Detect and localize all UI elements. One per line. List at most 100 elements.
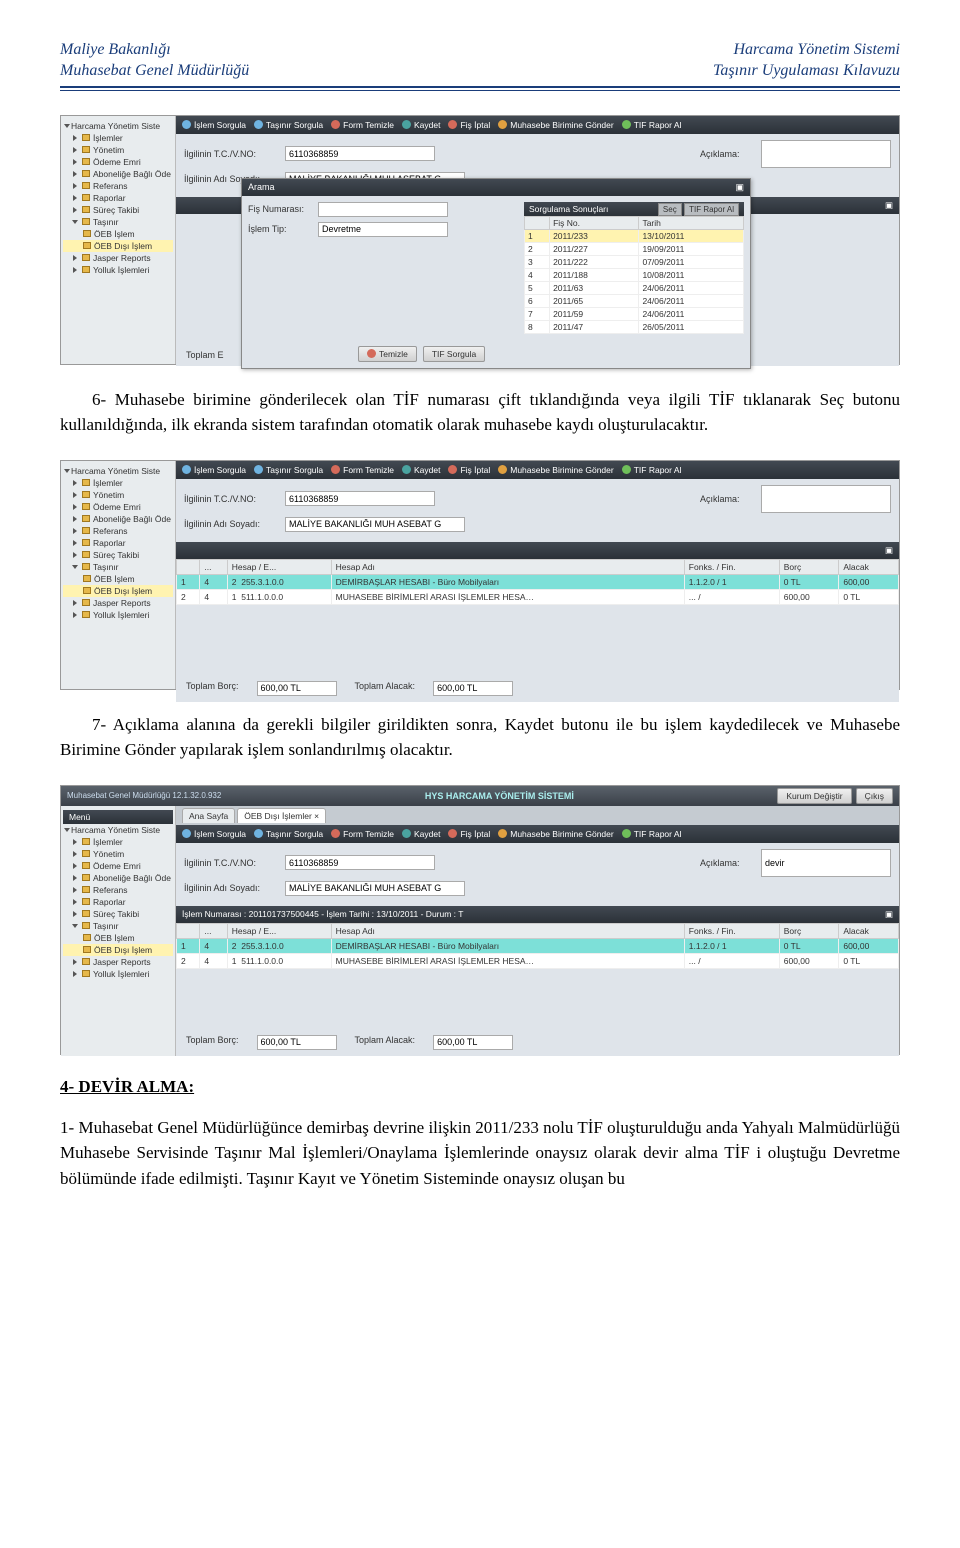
search-icon bbox=[182, 120, 191, 129]
input-tcvkno[interactable] bbox=[285, 491, 435, 506]
tab-oeb-disi[interactable]: ÖEB Dışı İşlemler × bbox=[237, 808, 326, 823]
lbl-islemtip: İşlem Tip: bbox=[248, 224, 313, 234]
input-aciklama[interactable] bbox=[761, 485, 891, 513]
input-aciklama[interactable] bbox=[761, 849, 891, 877]
btn-tasinir-sorgula[interactable]: Taşınır Sorgula bbox=[254, 465, 323, 475]
sidebar-item[interactable]: Yönetim bbox=[63, 144, 173, 156]
screenshot-3: Muhasebat Genel Müdürlüğü 12.1.32.0.932 … bbox=[60, 785, 900, 1055]
sidebar-item[interactable]: Yolluk İşlemleri bbox=[63, 264, 173, 276]
sidebar-item[interactable]: Raporlar bbox=[63, 192, 173, 204]
sidebar-item[interactable]: Aboneliğe Bağlı Öde bbox=[63, 168, 173, 180]
sidebar-item[interactable]: Taşınır bbox=[63, 216, 173, 228]
doc-header: Maliye Bakanlığı Muhasebat Genel Müdürlü… bbox=[60, 40, 900, 82]
result-row[interactable]: 62011/6524/06/2011 bbox=[525, 294, 744, 307]
sidebar: Harcama Yönetim Siste İşlemler Yönetim Ö… bbox=[61, 461, 176, 689]
sidebar-item[interactable]: Ödeme Emri bbox=[63, 501, 173, 513]
btn-islem-sorgula[interactable]: İşlem Sorgula bbox=[182, 120, 246, 130]
btn-fis-iptal[interactable]: Fiş İptal bbox=[448, 465, 490, 475]
menu-label[interactable]: Menü bbox=[63, 810, 173, 824]
tree-root[interactable]: Harcama Yönetim Siste bbox=[71, 121, 160, 131]
btn-sorgula[interactable]: TIF Sorgula bbox=[423, 346, 485, 362]
screenshot-1: Harcama Yönetim Siste İşlemler Yönetim Ö… bbox=[60, 115, 900, 365]
result-row[interactable]: 82011/4726/05/2011 bbox=[525, 320, 744, 333]
send-icon bbox=[498, 120, 507, 129]
sidebar-item[interactable]: Süreç Takibi bbox=[63, 204, 173, 216]
result-row[interactable]: 42011/18810/08/2011 bbox=[525, 268, 744, 281]
screenshot-2: Harcama Yönetim Siste İşlemler Yönetim Ö… bbox=[60, 460, 900, 690]
hdr-right-1: Harcama Yönetim Sistemi bbox=[713, 40, 900, 61]
sidebar: Menü Harcama Yönetim Siste İşlemler Yöne… bbox=[61, 806, 176, 1056]
btn-rapor-mini[interactable]: TIF Rapor Al bbox=[684, 203, 739, 216]
btn-temizle[interactable]: Temizle bbox=[358, 346, 417, 362]
sidebar-item[interactable]: Jasper Reports bbox=[63, 252, 173, 264]
sidebar-item-selected[interactable]: ÖEB Dışı İşlem bbox=[63, 240, 173, 252]
btn-tif-rapor[interactable]: TIF Rapor Al bbox=[622, 465, 682, 475]
expand-header[interactable]: ▣ bbox=[176, 542, 899, 559]
toolbar: İşlem Sorgula Taşınır Sorgula Form Temiz… bbox=[176, 116, 899, 134]
sidebar-item[interactable]: Ödeme Emri bbox=[63, 156, 173, 168]
btn-islem-sorgula[interactable]: İşlem Sorgula bbox=[182, 465, 246, 475]
input-adsoyad[interactable] bbox=[285, 517, 465, 532]
sidebar-item[interactable]: Raporlar bbox=[63, 537, 173, 549]
result-row[interactable]: 22011/22719/09/2011 bbox=[525, 242, 744, 255]
input-fisno[interactable] bbox=[318, 202, 448, 217]
grid-row[interactable]: 142 255.3.1.0.0DEMİRBAŞLAR HESABI - Büro… bbox=[177, 574, 899, 589]
paragraph-devir-1: 1- Muhasebat Genel Müdürlüğünce demirbaş… bbox=[60, 1115, 900, 1192]
btn-fis-iptal[interactable]: Fiş İptal bbox=[448, 120, 490, 130]
btn-form-temizle[interactable]: Form Temizle bbox=[331, 120, 394, 130]
grid: ...Hesap / E... Hesap AdıFonks. / Fin.Bo… bbox=[176, 559, 899, 605]
btn-cikis[interactable]: Çıkış bbox=[856, 788, 893, 804]
sidebar-item[interactable]: Referans bbox=[63, 180, 173, 192]
sidebar-item[interactable]: Referans bbox=[63, 525, 173, 537]
close-icon[interactable]: × bbox=[314, 811, 319, 821]
sidebar-item[interactable]: ÖEB İşlem bbox=[63, 573, 173, 585]
btn-tif-rapor[interactable]: TIF Rapor Al bbox=[622, 120, 682, 130]
sidebar-item[interactable]: Süreç Takibi bbox=[63, 549, 173, 561]
btn-form-temizle[interactable]: Form Temizle bbox=[331, 465, 394, 475]
btn-kaydet[interactable]: Kaydet bbox=[402, 120, 440, 130]
topbar-left: Muhasebat Genel Müdürlüğü 12.1.32.0.932 bbox=[67, 791, 221, 800]
sidebar-item-selected[interactable]: ÖEB Dışı İşlem bbox=[63, 585, 173, 597]
input-aciklama[interactable] bbox=[761, 140, 891, 168]
result-row[interactable]: 12011/23313/10/2011 bbox=[525, 229, 744, 242]
sidebar-item[interactable]: Aboneliğe Bağlı Öde bbox=[63, 513, 173, 525]
sidebar-item[interactable]: İşlemler bbox=[63, 132, 173, 144]
hdr-left-1: Maliye Bakanlığı bbox=[60, 40, 249, 61]
islem-header[interactable]: İşlem Numarası : 201101737500445 - İşlem… bbox=[176, 906, 899, 923]
btn-sec[interactable]: Seç bbox=[658, 203, 682, 216]
paragraph-6: 6- Muhasebe birimine gönderilecek olan T… bbox=[60, 387, 900, 438]
grid-row[interactable]: 241 511.1.0.0.0MUHASEBE BİRİMLERİ ARASI … bbox=[177, 589, 899, 604]
sidebar-item[interactable]: Jasper Reports bbox=[63, 597, 173, 609]
paragraph-7: 7- Açıklama alanına da gerekli bilgiler … bbox=[60, 712, 900, 763]
heading-devir-alma: 4- DEVİR ALMA: bbox=[60, 1077, 900, 1097]
btn-kaydet[interactable]: Kaydet bbox=[402, 465, 440, 475]
btn-muhasebe-gonder[interactable]: Muhasebe Birimine Gönder bbox=[498, 120, 613, 130]
close-icon[interactable]: ▣ bbox=[735, 182, 744, 193]
clear-icon bbox=[367, 349, 376, 358]
lbl-fisno: Fiş Numarası: bbox=[248, 204, 313, 214]
result-row[interactable]: 52011/6324/06/2011 bbox=[525, 281, 744, 294]
select-islemtip[interactable] bbox=[318, 222, 448, 237]
btn-muhasebe-gonder[interactable]: Muhasebe Birimine Gönder bbox=[498, 465, 613, 475]
clear-icon bbox=[331, 120, 340, 129]
sidebar-item[interactable]: İşlemler bbox=[63, 477, 173, 489]
app-logo: HYS HARCAMA YÖNETİM SİSTEMİ bbox=[425, 791, 574, 801]
search-icon bbox=[254, 120, 263, 129]
sidebar-item[interactable]: Taşınır bbox=[63, 561, 173, 573]
result-row[interactable]: 32011/22207/09/2011 bbox=[525, 255, 744, 268]
tab-anasayfa[interactable]: Ana Sayfa bbox=[182, 808, 235, 823]
total-alacak bbox=[433, 681, 513, 696]
btn-kurum-degistir[interactable]: Kurum Değiştir bbox=[777, 788, 851, 804]
sidebar-item[interactable]: Yönetim bbox=[63, 489, 173, 501]
sidebar-item[interactable]: Yolluk İşlemleri bbox=[63, 609, 173, 621]
input-tcvkno[interactable] bbox=[285, 146, 435, 161]
grid: ...Hesap / E... Hesap AdıFonks. / Fin.Bo… bbox=[176, 923, 899, 969]
grid-row[interactable]: 241 511.1.0.0.0MUHASEBE BİRİMLERİ ARASI … bbox=[177, 953, 899, 968]
save-icon bbox=[402, 120, 411, 129]
btn-tasinir-sorgula[interactable]: Taşınır Sorgula bbox=[254, 120, 323, 130]
cancel-icon bbox=[448, 120, 457, 129]
grid-row[interactable]: 142 255.3.1.0.0DEMİRBAŞLAR HESABI - Büro… bbox=[177, 938, 899, 953]
result-row[interactable]: 72011/5924/06/2011 bbox=[525, 307, 744, 320]
sidebar-item[interactable]: ÖEB İşlem bbox=[63, 228, 173, 240]
modal-title: Arama bbox=[248, 182, 275, 193]
